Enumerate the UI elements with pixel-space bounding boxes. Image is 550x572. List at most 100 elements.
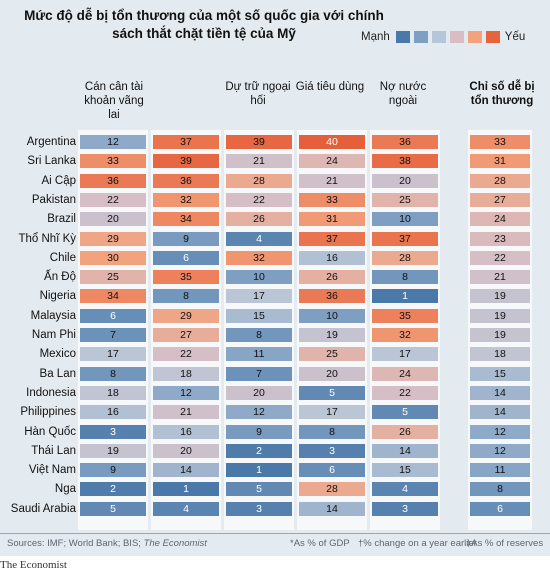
table-cell: 19 bbox=[470, 308, 530, 323]
table-cell: 20 bbox=[153, 443, 219, 458]
table-cell: 5 bbox=[299, 385, 365, 400]
table-cell: 8 bbox=[372, 270, 438, 285]
table-cell: 39 bbox=[226, 135, 292, 149]
table-cell: 16 bbox=[153, 424, 219, 439]
table-cell: 22 bbox=[226, 192, 292, 207]
table-cell: 28 bbox=[299, 482, 365, 497]
table-cell: 27 bbox=[470, 192, 530, 207]
table-cell: 31 bbox=[470, 154, 530, 169]
table-cell: 14 bbox=[470, 405, 530, 420]
legend-swatch bbox=[467, 31, 482, 43]
country-label: Pakistan bbox=[31, 193, 76, 206]
footer-note-gdp: *As % of GDP bbox=[290, 538, 350, 549]
table-cell: 12 bbox=[470, 424, 530, 439]
table-cell: 21 bbox=[226, 154, 292, 169]
table-cell: 14 bbox=[153, 463, 219, 478]
country-label: Việt Nam bbox=[28, 464, 76, 477]
country-label: Thổ Nhĩ Kỳ bbox=[18, 232, 76, 245]
table-cell: 15 bbox=[470, 366, 530, 381]
table-cell: 34 bbox=[80, 289, 146, 304]
country-label: Nam Phi bbox=[31, 329, 76, 341]
table-cell: 14 bbox=[299, 501, 365, 516]
table-cell: 12 bbox=[80, 135, 146, 149]
table-cell: 4 bbox=[372, 482, 438, 497]
table-cell: 28 bbox=[226, 173, 292, 188]
table-cell: 29 bbox=[80, 231, 146, 246]
country-label: Mexico bbox=[39, 348, 76, 361]
table-cell: 12 bbox=[226, 405, 292, 420]
legend-swatch bbox=[413, 31, 428, 43]
table-cell: 36 bbox=[80, 173, 146, 188]
table-cell: 1 bbox=[372, 289, 438, 304]
table-cell: 15 bbox=[372, 463, 438, 478]
legend: Mạnh Yếu bbox=[361, 29, 525, 45]
table-cell: 16 bbox=[80, 405, 146, 420]
table-cell: 19 bbox=[299, 328, 365, 342]
country-label: Ấn Độ bbox=[44, 271, 76, 284]
table-cell: 9 bbox=[153, 231, 219, 246]
brand-wordmark: The Economist bbox=[0, 559, 67, 571]
table-cell: 4 bbox=[153, 501, 219, 516]
table-cell: 26 bbox=[226, 212, 292, 227]
table-cell: 20 bbox=[226, 385, 292, 400]
table-cell: 22 bbox=[80, 192, 146, 207]
table-cell: 6 bbox=[470, 501, 530, 516]
table-cell: 6 bbox=[80, 308, 146, 323]
table-cell: 17 bbox=[372, 347, 438, 362]
table-cell: 18 bbox=[80, 385, 146, 400]
table-cell: 1 bbox=[153, 482, 219, 497]
legend-swatches bbox=[392, 31, 500, 43]
table-cell: 25 bbox=[299, 347, 365, 362]
table-cell: 37 bbox=[153, 135, 219, 149]
table-cell: 12 bbox=[153, 385, 219, 400]
country-label: Indonesia bbox=[26, 386, 76, 399]
table-cell: 36 bbox=[153, 173, 219, 188]
table-cell: 29 bbox=[153, 308, 219, 323]
footer-rule bbox=[0, 533, 550, 534]
country-label: Chile bbox=[49, 251, 76, 264]
legend-swatch bbox=[485, 31, 500, 43]
table-cell: 9 bbox=[226, 424, 292, 439]
table-cell: 3 bbox=[299, 443, 365, 458]
country-label: Thái Lan bbox=[31, 444, 76, 457]
table-cell: 22 bbox=[153, 347, 219, 362]
country-label: Nga bbox=[54, 483, 76, 496]
header-external-debt: Nợ nước ngoài bbox=[379, 81, 427, 107]
table-cell: 25 bbox=[80, 270, 146, 285]
header-current-account: Cán cân tài khoản vãng lai bbox=[84, 81, 144, 121]
table-cell: 33 bbox=[470, 135, 530, 149]
table-cell: 20 bbox=[372, 173, 438, 188]
table-cell: 28 bbox=[372, 250, 438, 265]
country-label: Ba Lan bbox=[39, 367, 76, 380]
table-cell: 21 bbox=[299, 173, 365, 188]
table-cell: 32 bbox=[226, 250, 292, 265]
legend-weak-label: Yếu bbox=[504, 31, 526, 43]
table-cell: 5 bbox=[80, 501, 146, 516]
country-label: Sri Lanka bbox=[27, 155, 76, 168]
footer-note-price: †% change on a year earlier bbox=[358, 538, 477, 549]
country-label: Saudi Arabia bbox=[10, 502, 76, 515]
sources-publication: The Economist bbox=[143, 538, 207, 549]
table-cell: 35 bbox=[153, 270, 219, 285]
table-cell: 9 bbox=[80, 463, 146, 478]
table-cell: 37 bbox=[299, 231, 365, 246]
table-cell: 11 bbox=[226, 347, 292, 362]
footer-note-reserves: ‡As % of reserves bbox=[466, 538, 544, 549]
table-cell: 26 bbox=[299, 270, 365, 285]
table-cell: 18 bbox=[153, 366, 219, 381]
legend-strong-label: Mạnh bbox=[361, 31, 390, 43]
table-cell: 14 bbox=[470, 385, 530, 400]
country-label: Malaysia bbox=[30, 309, 76, 322]
country-label: Hàn Quốc bbox=[24, 425, 76, 438]
table-cell: 5 bbox=[372, 405, 438, 420]
table-cell: 24 bbox=[299, 154, 365, 169]
table-cell: 25 bbox=[372, 192, 438, 207]
sources-text: Sources: IMF; World Bank; BIS; bbox=[7, 538, 144, 549]
table-cell: 17 bbox=[299, 405, 365, 420]
table-cell: 18 bbox=[470, 347, 530, 362]
chart-title: Mức độ dễ bị tổn thương của một số quốc … bbox=[24, 8, 384, 41]
table-cell: 34 bbox=[153, 212, 219, 227]
table-cell: 11 bbox=[470, 463, 530, 478]
table-cell: 8 bbox=[470, 482, 530, 497]
footer-sources: Sources: IMF; World Bank; BIS; The Econo… bbox=[7, 538, 207, 549]
